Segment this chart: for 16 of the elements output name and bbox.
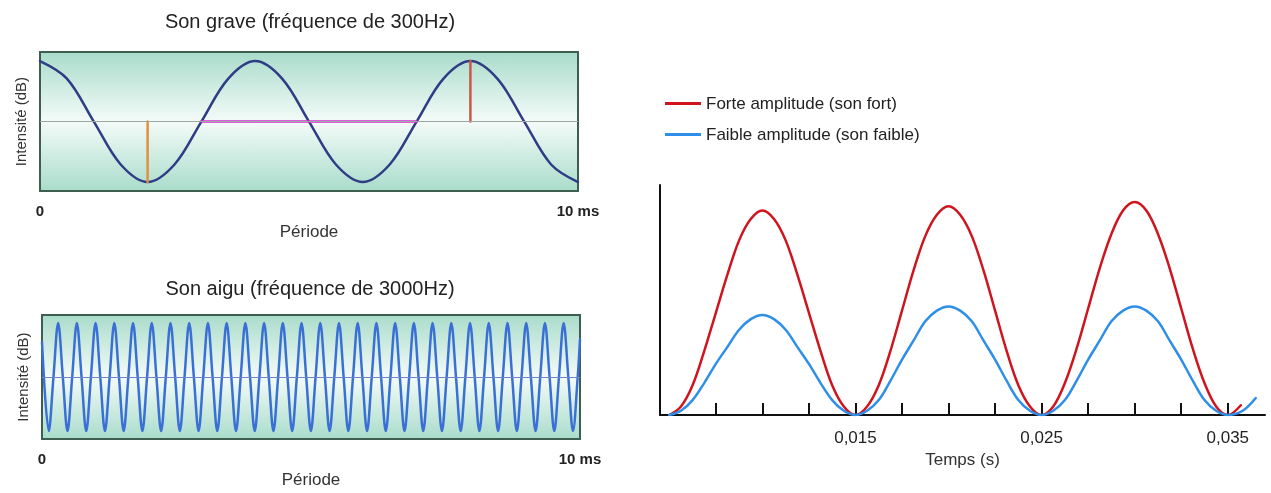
x-tick-label: 0 [37,450,47,468]
x-tick-label: 10 ms [558,450,602,468]
x-tick-label: 0 [35,202,45,220]
legend-label: Forte amplitude (son fort) [706,94,897,113]
x-axis-title: Temps (s) [925,449,1000,469]
x-tick-label: 10 ms [556,202,600,220]
chart-title: Son grave (fréquence de 300Hz) [164,10,456,32]
x-axis-title: Période [279,222,339,241]
x-tick-label: 0,015 [834,428,877,447]
chart-title: Son aigu (fréquence de 3000Hz) [165,277,455,299]
x-tick-label: 0,035 [1206,428,1250,447]
y-axis-title: Intensité (dB) [14,332,31,422]
y-axis-title: Intensité (dB) [12,76,29,167]
legend-label: Faible amplitude (son faible) [706,125,920,144]
x-tick-label: 0,025 [1020,428,1063,447]
x-axis-title: Période [281,470,341,489]
